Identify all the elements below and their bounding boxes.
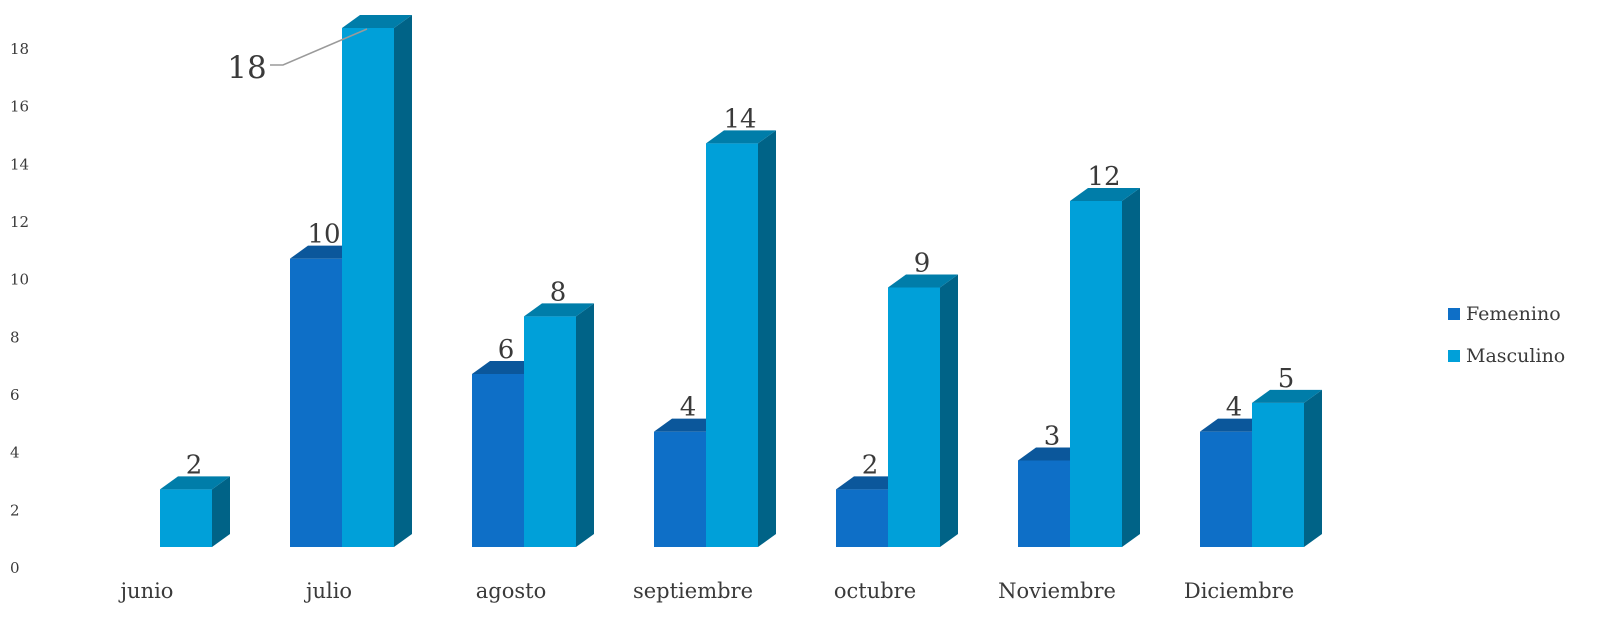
legend: Femenino Masculino bbox=[1448, 300, 1565, 384]
bar-top bbox=[1070, 188, 1140, 201]
bar-side bbox=[394, 15, 412, 547]
x-tick-label: octubre bbox=[834, 579, 916, 603]
legend-label-masculino: Masculino bbox=[1466, 345, 1566, 367]
bar-front bbox=[290, 258, 342, 547]
bar-front bbox=[706, 143, 758, 548]
legend-label-femenino: Femenino bbox=[1466, 303, 1561, 325]
y-tick-label: 14 bbox=[10, 155, 29, 173]
bar-side bbox=[212, 476, 230, 547]
y-axis: 0 2 4 6 8 10 12 14 16 18 bbox=[10, 40, 29, 577]
data-label: 5 bbox=[1278, 364, 1295, 394]
y-tick-label: 8 bbox=[10, 328, 20, 346]
bar-masculino-agosto bbox=[524, 303, 594, 547]
legend-item-femenino: Femenino bbox=[1448, 300, 1565, 328]
legend-swatch-masculino bbox=[1448, 350, 1460, 362]
data-label: 2 bbox=[862, 450, 879, 480]
y-tick-label: 10 bbox=[10, 271, 29, 289]
y-tick-label: 12 bbox=[10, 213, 29, 231]
data-label: 6 bbox=[498, 335, 515, 365]
y-tick-label: 0 bbox=[10, 559, 20, 577]
bar-front bbox=[1018, 460, 1070, 547]
legend-swatch-femenino bbox=[1448, 308, 1460, 320]
bar-front bbox=[472, 374, 524, 547]
y-tick-label: 6 bbox=[10, 386, 20, 404]
data-label: 12 bbox=[1087, 162, 1120, 192]
data-label: 10 bbox=[307, 220, 340, 250]
data-label: 2 bbox=[186, 450, 203, 480]
bar-masculino-diciembre bbox=[1252, 389, 1322, 547]
bar-masculino-noviembre bbox=[1070, 188, 1140, 547]
bar-front bbox=[654, 431, 706, 547]
data-label-leader-line bbox=[270, 28, 368, 66]
x-tick-label: Diciembre bbox=[1184, 579, 1294, 603]
x-axis: junio julio agosto septiembre octubre Noviemb… bbox=[118, 579, 1295, 603]
bar-side bbox=[758, 130, 776, 548]
bar-front bbox=[342, 28, 394, 547]
data-label: 18 bbox=[227, 50, 266, 86]
bar-top bbox=[706, 130, 776, 144]
bar-top bbox=[342, 15, 412, 28]
y-tick-label: 2 bbox=[10, 501, 20, 519]
data-label: 3 bbox=[1044, 422, 1061, 452]
x-tick-label: julio bbox=[303, 579, 352, 603]
x-tick-label: junio bbox=[118, 579, 174, 603]
data-label: 4 bbox=[680, 393, 697, 423]
bar-masculino-julio bbox=[342, 15, 412, 547]
bar-front bbox=[1252, 402, 1304, 547]
data-label: 14 bbox=[723, 104, 756, 134]
y-tick-label: 4 bbox=[10, 444, 20, 462]
bar-front bbox=[160, 489, 212, 547]
bar-masculino-septiembre bbox=[706, 130, 776, 548]
x-tick-label: septiembre bbox=[633, 579, 753, 603]
data-label: 4 bbox=[1226, 393, 1243, 423]
x-tick-label: Noviembre bbox=[998, 579, 1116, 603]
bar-side bbox=[940, 274, 958, 547]
bar-front bbox=[524, 316, 576, 547]
bar-masculino-junio bbox=[160, 476, 230, 547]
bar-side bbox=[576, 303, 594, 547]
bar-masculino-octubre bbox=[888, 274, 958, 547]
bar-top bbox=[524, 303, 594, 317]
data-label: 8 bbox=[550, 277, 567, 307]
legend-item-masculino: Masculino bbox=[1448, 342, 1565, 370]
x-tick-label: agosto bbox=[476, 579, 546, 603]
bar-front bbox=[1070, 201, 1122, 547]
bar-front bbox=[888, 287, 940, 547]
bars bbox=[160, 15, 1322, 548]
bar-side bbox=[1122, 188, 1140, 547]
bar-front bbox=[836, 489, 888, 547]
bar-top bbox=[160, 476, 230, 490]
data-label: 9 bbox=[914, 249, 931, 279]
bar-side bbox=[1304, 389, 1322, 547]
y-tick-label: 16 bbox=[10, 98, 29, 116]
bar-front bbox=[1200, 431, 1252, 547]
data-labels: 2 10 18 6 8 4 14 2 9 3 12 4 5 bbox=[186, 28, 1295, 480]
bar-top bbox=[888, 274, 958, 288]
bar-top bbox=[1252, 389, 1322, 403]
y-tick-label: 18 bbox=[10, 40, 29, 58]
